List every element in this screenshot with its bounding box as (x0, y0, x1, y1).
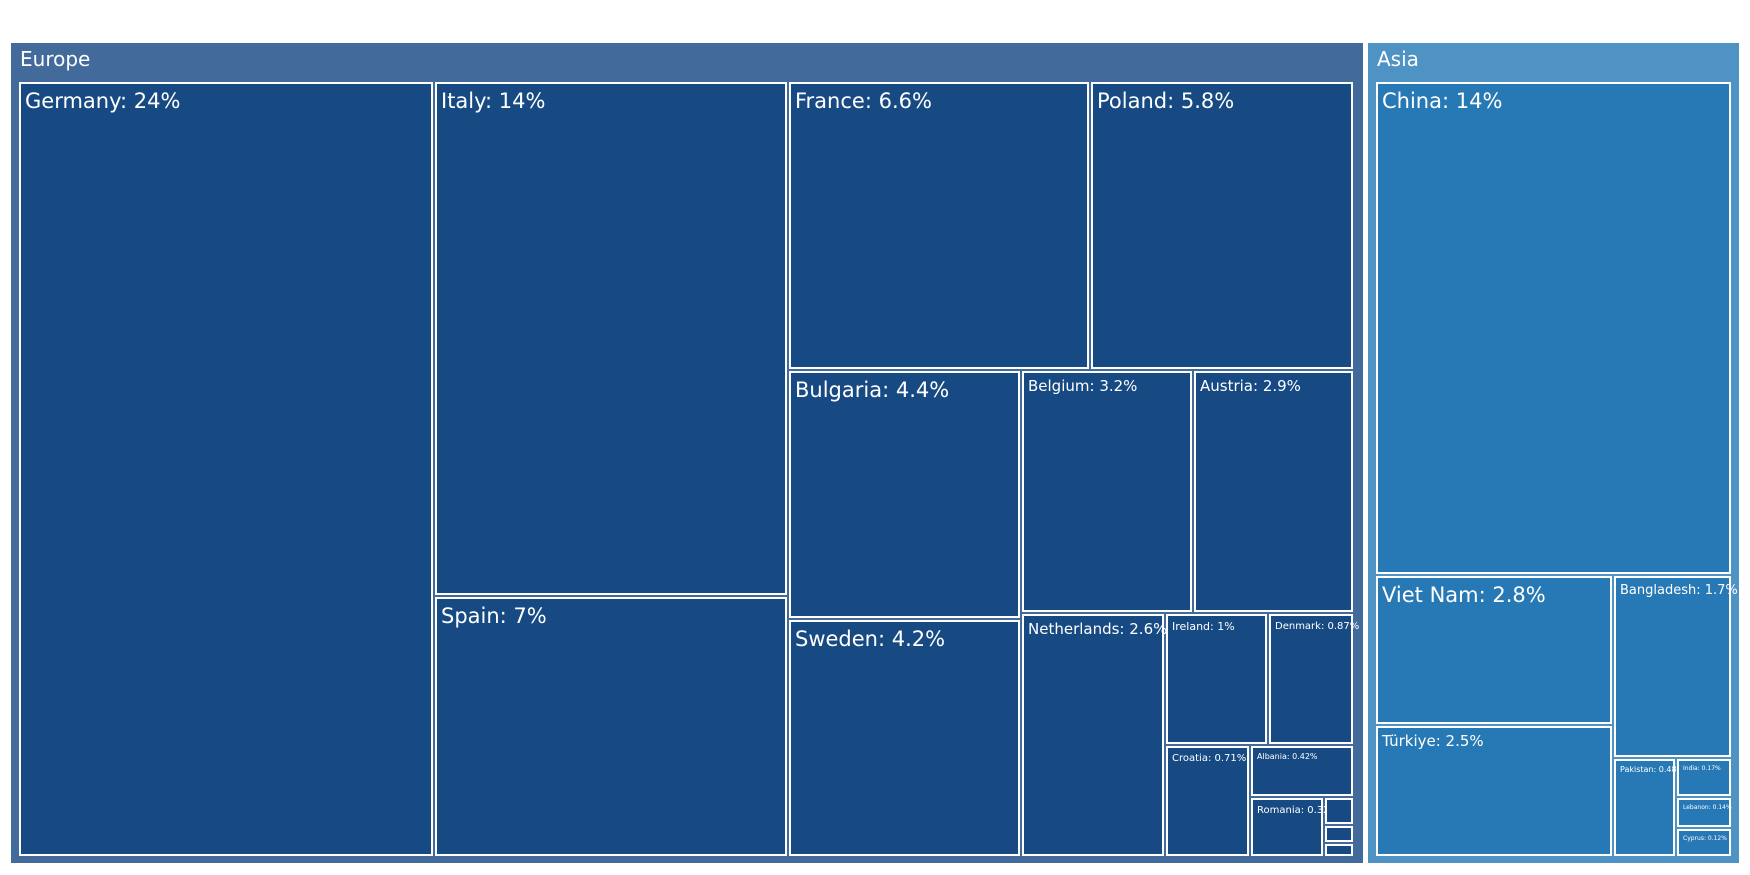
tile-label-pakistan: Pakistan: 0.48% (1620, 765, 1685, 774)
group-label-asia: Asia (1377, 47, 1419, 71)
tile-france[interactable] (789, 82, 1089, 369)
tile-label-romania: Romania: 0.32% (1257, 805, 1339, 816)
tile-label-poland: Poland: 5.8% (1097, 89, 1234, 113)
tile-viet-nam[interactable] (1376, 576, 1612, 724)
tile-bulgaria[interactable] (789, 371, 1020, 618)
tile-label-netherlands: Netherlands: 2.6% (1028, 620, 1167, 638)
tile-belgium[interactable] (1022, 371, 1192, 612)
tile-italy[interactable] (435, 82, 787, 595)
tile-romania[interactable] (1251, 798, 1323, 856)
tile-india[interactable] (1677, 759, 1731, 796)
tile-t-rkiye[interactable] (1376, 726, 1612, 856)
tile-albania[interactable] (1251, 746, 1353, 796)
tile-lebanon[interactable] (1677, 798, 1731, 827)
tile-pakistan[interactable] (1614, 759, 1675, 856)
tile-label-austria: Austria: 2.9% (1200, 377, 1301, 395)
tile-unlabeled-17[interactable] (1325, 844, 1353, 856)
tile-label-lebanon: Lebanon: 0.14% (1683, 804, 1732, 811)
tile-croatia[interactable] (1166, 746, 1249, 856)
tile-label-bangladesh: Bangladesh: 1.7% (1620, 583, 1738, 598)
tile-germany[interactable] (19, 82, 433, 856)
tile-label-india: India: 0.17% (1683, 765, 1721, 772)
tile-bangladesh[interactable] (1614, 576, 1731, 757)
tile-label-sweden: Sweden: 4.2% (795, 627, 945, 651)
tile-spain[interactable] (435, 597, 787, 856)
tile-sweden[interactable] (789, 620, 1020, 856)
tile-label-belgium: Belgium: 3.2% (1028, 377, 1137, 395)
tile-label-croatia: Croatia: 0.71% (1172, 753, 1246, 764)
tile-label-t-rkiye: Türkiye: 2.5% (1381, 732, 1484, 750)
tile-unlabeled-16[interactable] (1325, 826, 1353, 842)
tile-label-bulgaria: Bulgaria: 4.4% (795, 378, 949, 402)
tile-label-ireland: Ireland: 1% (1172, 620, 1235, 633)
tile-label-viet-nam: Viet Nam: 2.8% (1382, 583, 1546, 607)
tile-label-denmark: Denmark: 0.87% (1275, 621, 1359, 632)
tile-label-germany: Germany: 24% (25, 89, 180, 113)
tile-unlabeled-15[interactable] (1325, 798, 1353, 824)
tile-label-spain: Spain: 7% (441, 604, 547, 628)
tile-label-france: France: 6.6% (795, 89, 932, 113)
tile-label-albania: Albania: 0.42% (1257, 752, 1318, 761)
tile-ireland[interactable] (1166, 614, 1267, 744)
group-label-europe: Europe (20, 47, 90, 71)
tile-austria[interactable] (1194, 371, 1353, 612)
tile-netherlands[interactable] (1022, 614, 1164, 856)
tile-denmark[interactable] (1269, 614, 1353, 744)
tile-poland[interactable] (1091, 82, 1353, 369)
tile-cyprus[interactable] (1677, 829, 1731, 856)
tile-label-italy: Italy: 14% (441, 89, 545, 113)
tile-label-china: China: 14% (1382, 89, 1502, 113)
group-asia: Asia China: 14% Viet Nam: 2.8% Türkiye: 2.5… (1368, 43, 1739, 863)
group-europe: Europe Germany: 24% Italy: 14% Spain: 7% Fra… (11, 43, 1363, 863)
tile-china[interactable] (1376, 82, 1731, 574)
tile-label-cyprus: Cyprus: 0.12% (1683, 835, 1727, 842)
